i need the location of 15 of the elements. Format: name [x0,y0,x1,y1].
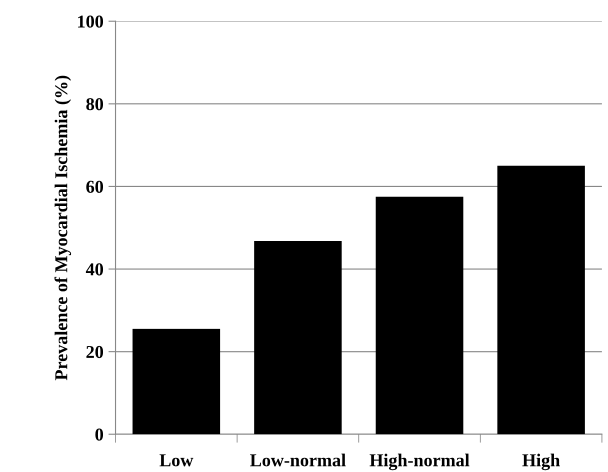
y-axis-title: Prevalence of Myocardial Ischemia (%) [54,76,72,380]
x-tick-label: Low-normal [250,454,346,466]
x-tick-label: High [522,454,560,470]
y-tick-label: 80 [86,98,104,110]
x-tick-label: High-normal [370,454,470,470]
y-tick-label: 0 [95,428,104,441]
bar [132,328,220,434]
bar [254,240,342,434]
y-tick-label: 20 [86,346,104,358]
y-tick-label: 100 [78,15,104,28]
y-tick-label: 40 [86,263,104,276]
x-tick-label: Low [160,454,194,466]
bar [497,166,585,434]
bar [376,196,464,434]
y-tick-label: 60 [86,180,104,193]
